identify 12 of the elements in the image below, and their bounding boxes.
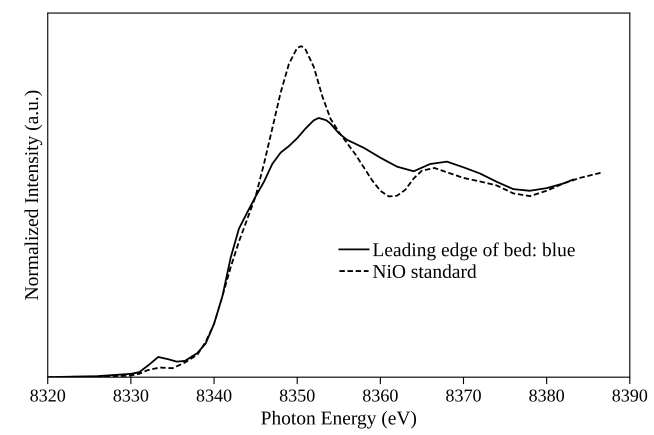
x-tick-label: 8350 (280, 389, 315, 402)
x-tick-label: 8370 (446, 389, 481, 402)
x-tick-label: 8390 (612, 389, 648, 402)
x-tick-label: 8330 (114, 389, 148, 402)
x-tick-label: 8320 (30, 389, 66, 402)
legend-label: Leading edge of bed: blue (373, 242, 575, 260)
x-tick-label: 8360 (362, 389, 398, 402)
y-axis-title: Normalized Intensity (a.u.) (24, 90, 42, 300)
x-axis-title: Photon Energy (eV) (261, 410, 416, 429)
x-tick-label: 8340 (196, 389, 232, 402)
legend-label: NiO standard (373, 264, 476, 278)
x-tick-label: 8380 (529, 389, 564, 402)
